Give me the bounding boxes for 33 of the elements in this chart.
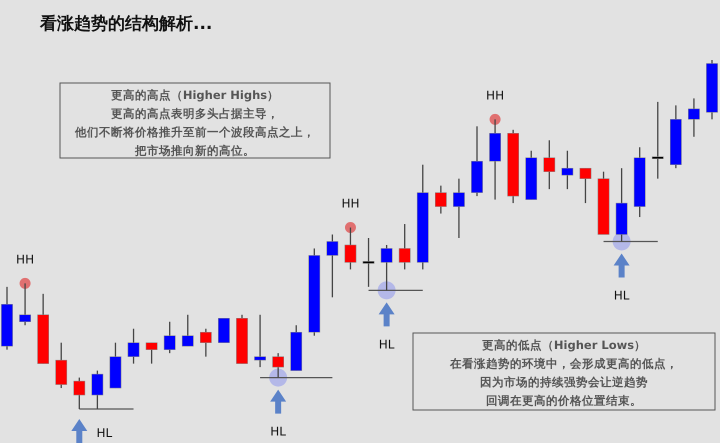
text: HL bbox=[270, 424, 286, 439]
annotation: HH bbox=[486, 88, 504, 102]
candlestick bbox=[128, 328, 140, 364]
annotation: HH bbox=[341, 196, 360, 211]
point bbox=[344, 222, 356, 234]
candlestick bbox=[200, 328, 212, 358]
candlestick bbox=[453, 178, 465, 239]
candlestick bbox=[254, 314, 266, 368]
candlestick bbox=[688, 98, 700, 138]
candlestick bbox=[164, 321, 176, 354]
candlestick bbox=[326, 234, 338, 298]
candlestick bbox=[380, 244, 392, 291]
candlestick bbox=[580, 168, 592, 204]
candlestick bbox=[543, 140, 556, 190]
chart-title: 看涨趋势的结构解析... bbox=[39, 14, 212, 34]
annotation: 更高的低点（Higher Lows）在看涨趋势的环境中，会形成更高的低点，因为市场的持续强势会让逆趋势回调在更高的价格位置结束。 bbox=[449, 338, 678, 408]
candlestick bbox=[362, 237, 374, 288]
candlestick bbox=[272, 352, 284, 378]
annotation: HH bbox=[16, 252, 34, 266]
candlestick bbox=[92, 370, 104, 410]
candlestick bbox=[182, 314, 194, 347]
point bbox=[20, 278, 31, 289]
candlestick bbox=[562, 150, 574, 190]
candlestick bbox=[434, 184, 447, 214]
candlestick bbox=[398, 223, 411, 270]
candlestick bbox=[146, 342, 158, 364]
annotation: 更高的高点（Higher Highs）更高的高点表明多头占据主导，他们不断将价格推升至前一个波段高点之上，把市场推向新的高位。 bbox=[74, 88, 315, 158]
candlestick bbox=[73, 376, 86, 410]
point bbox=[490, 114, 501, 125]
annotation: HL bbox=[614, 288, 630, 302]
annotation: HL bbox=[378, 337, 395, 352]
candlestick bbox=[652, 101, 664, 180]
text: HL bbox=[96, 426, 112, 440]
